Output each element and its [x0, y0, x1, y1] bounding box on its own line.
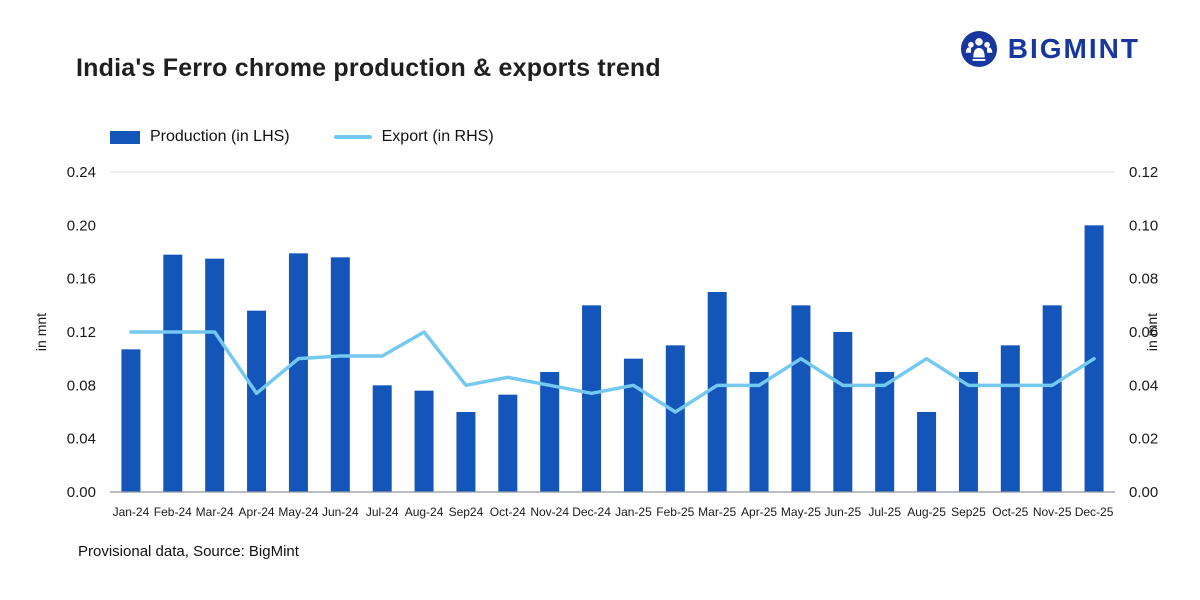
x-axis-tick-label: Dec-25: [1075, 505, 1114, 519]
left-axis-tick-label: 0.08: [67, 377, 96, 394]
left-axis-tick-label: 0.24: [67, 164, 96, 181]
bigmint-logo-icon: [960, 30, 997, 68]
production-bar: [707, 292, 727, 492]
bigmint-logo: BIGMINT: [960, 30, 1140, 68]
x-axis-tick-label: Dec-24: [572, 505, 611, 519]
x-axis-tick-label: Oct-24: [490, 505, 526, 519]
production-bar: [498, 394, 518, 492]
right-axis-tick-label: 0.00: [1129, 484, 1158, 501]
x-axis-tick-label: May-24: [278, 505, 318, 519]
x-axis-tick-label: Feb-25: [656, 505, 694, 519]
x-axis-tick-label: Sep24: [449, 505, 484, 519]
x-axis-tick-label: Apr-24: [239, 505, 275, 519]
production-bar-swatch: [110, 130, 140, 144]
production-bar: [330, 257, 350, 492]
production-bar: [288, 253, 308, 492]
export-line: [129, 330, 1096, 414]
production-bar: [875, 372, 895, 492]
legend-item-export: Export (in RHS): [333, 128, 494, 146]
left-axis-tick-label: 0.20: [67, 217, 96, 234]
left-axis-tick-label: 0.12: [67, 324, 96, 341]
x-axis-tick-label: Apr-25: [741, 505, 777, 519]
x-axis-tick-label: Mar-24: [196, 505, 234, 519]
production-bar: [749, 372, 769, 492]
right-axis-tick-label: 0.10: [1129, 217, 1158, 234]
x-axis-tick-label: Mar-25: [698, 505, 736, 519]
x-axis-tick-label: Jul-24: [366, 505, 399, 519]
x-axis-tick-label: Jun-25: [824, 505, 861, 519]
x-axis-tick-label: Feb-24: [154, 505, 192, 519]
right-axis-tick-label: 0.04: [1129, 377, 1158, 394]
left-axis-tick-label: 0.04: [67, 431, 96, 448]
production-bar: [1042, 305, 1062, 492]
production-bar: [665, 345, 685, 492]
chart-area: 0.00 0.04 0.08 0.12 0.16 0.20 0.24 0.00 0.02 0.04…: [30, 152, 1170, 552]
chart-canvas: 0.00 0.04 0.08 0.12 0.16 0.20 0.24 0.00 0.02 0.04…: [33, 164, 1160, 519]
chart-title: India's Ferro chrome production & export…: [76, 54, 661, 82]
x-axis-tick-label: Jun-24: [322, 505, 359, 519]
x-axis-tick-label: Jan-25: [615, 505, 652, 519]
right-axis-tick-label: 0.06: [1129, 324, 1158, 341]
production-bar: [917, 412, 937, 492]
production-bar: [540, 372, 560, 492]
production-bar: [163, 254, 183, 492]
right-axis-title: in mnt: [1144, 313, 1160, 351]
right-axis-tick-label: 0.08: [1129, 271, 1158, 288]
x-axis-tick-label: Sep25: [951, 505, 986, 519]
chart-legend: Production (in LHS) Export (in RHS): [110, 128, 494, 146]
production-bar: [623, 358, 643, 492]
left-axis-title: in mnt: [33, 313, 49, 351]
production-bar: [414, 390, 434, 492]
legend-item-production: Production (in LHS): [110, 128, 290, 146]
left-axis-tick-label: 0.16: [67, 271, 96, 288]
x-axis-tick-label: Aug-25: [907, 505, 946, 519]
production-bar: [456, 412, 476, 492]
production-bar: [791, 305, 811, 492]
left-axis-tick-label: 0.00: [67, 484, 96, 501]
production-bar: [958, 372, 978, 492]
production-bar: [582, 305, 602, 492]
x-axis-tick-label: Oct-25: [992, 505, 1028, 519]
production-bar: [1000, 345, 1020, 492]
production-bar: [372, 385, 392, 492]
production-bar: [833, 332, 853, 492]
x-axis-tick-label: Jul-25: [868, 505, 901, 519]
bigmint-logo-text: BIGMINT: [1007, 33, 1140, 64]
x-axis-tick-label: May-25: [781, 505, 821, 519]
legend-label-export: Export (in RHS): [381, 128, 494, 145]
production-bar: [205, 258, 225, 492]
production-bar: [247, 310, 267, 492]
production-bar: [121, 349, 141, 492]
x-axis-tick-label: Nov-25: [1033, 505, 1072, 519]
x-axis-tick-label: Aug-24: [405, 505, 444, 519]
right-axis-tick-label: 0.02: [1129, 431, 1158, 448]
source-note: Provisional data, Source: BigMint: [78, 543, 299, 560]
export-line-swatch: [333, 135, 372, 139]
x-axis-tick-label: Nov-24: [530, 505, 569, 519]
x-axis-tick-label: Jan-24: [113, 505, 150, 519]
legend-label-production: Production (in LHS): [150, 128, 290, 145]
right-axis-tick-label: 0.12: [1129, 164, 1158, 181]
